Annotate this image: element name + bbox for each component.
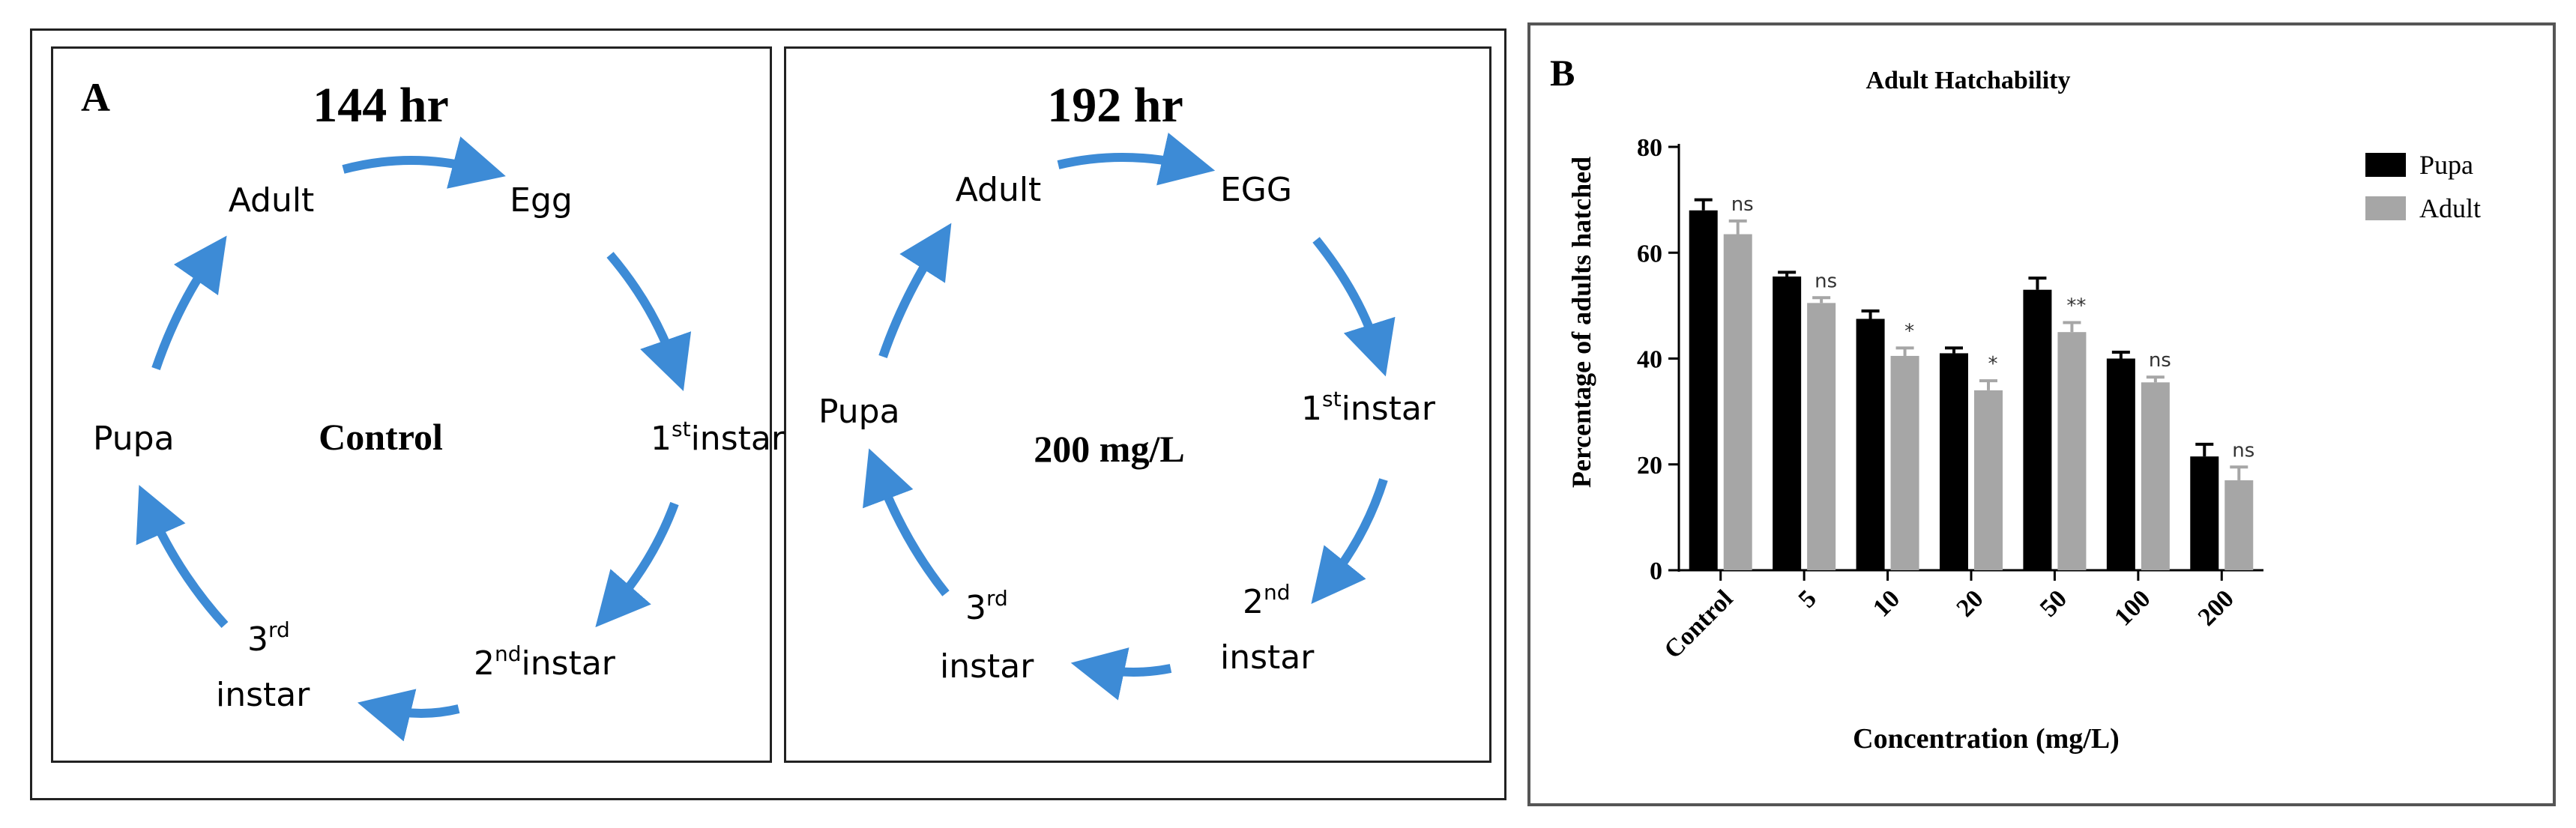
chart-bar <box>2023 289 2052 570</box>
chart-x-axis-label: Concentration (mg/L) <box>1853 723 2120 755</box>
arrow-icon <box>357 689 460 742</box>
treatment-stage-second-instar-word: instar <box>1220 638 1315 677</box>
arrow-icon <box>878 223 952 358</box>
control-duration: 144 hr <box>313 78 449 133</box>
chart-bar <box>1689 210 1718 570</box>
chart-significance-label: ns <box>2149 349 2171 372</box>
chart-category-label: 50 <box>2035 584 2072 622</box>
arrow-icon <box>342 136 506 189</box>
arrow-icon <box>1057 133 1216 186</box>
control-stage-third-instar-word: instar <box>216 676 310 714</box>
treatment-stage-adult: Adult <box>956 171 1042 209</box>
chart-significance-label: ns <box>1731 193 1754 216</box>
panel-b-label: B <box>1550 52 1575 94</box>
chart-category-label: 100 <box>2109 584 2156 631</box>
arrow-icon <box>606 252 692 391</box>
chart-bar <box>2057 332 2087 570</box>
treatment-stage-pupa: Pupa <box>818 393 900 431</box>
chart-bar <box>1807 303 1836 570</box>
arrow-icon <box>1070 647 1172 701</box>
control-stage-third-instar-number: 3rd <box>247 617 290 659</box>
treatment-stage-third-instar-number: 3rd <box>965 586 1008 627</box>
chart-bar <box>1974 390 2003 570</box>
figure-outer-frame <box>30 28 1506 800</box>
chart-legend: Pupa Adult <box>2365 150 2481 223</box>
chart-category-label: 200 <box>2193 584 2239 631</box>
chart-bar <box>1890 355 1919 570</box>
treatment-cycle-panel <box>784 46 1491 763</box>
arrow-icon <box>136 485 229 629</box>
chart-y-tick-label: 0 <box>1650 557 1662 585</box>
chart-category-label: Control <box>1659 584 1739 664</box>
treatment-stage-second-instar-number: 2nd <box>1243 580 1291 621</box>
chart-panel <box>1527 22 2556 806</box>
chart-significance-label: * <box>1988 353 1998 375</box>
chart-significance-label: ** <box>2066 294 2086 317</box>
chart-bar <box>1940 353 1968 570</box>
chart-bar <box>1856 318 1885 570</box>
chart-category-label: 10 <box>1868 584 1905 622</box>
treatment-stage-first-instar: 1stinstar <box>1301 387 1436 428</box>
arrow-icon <box>1311 478 1388 605</box>
chart-significance-label: * <box>1904 320 1914 342</box>
chart-bar <box>2141 382 2170 570</box>
chart-bar <box>2224 480 2254 570</box>
control-cycle-panel <box>51 46 772 763</box>
chart-bar <box>2190 456 2219 570</box>
chart-title: Adult Hatchability <box>1866 67 2071 94</box>
chart-category-label: 5 <box>1794 584 1822 613</box>
chart-legend-swatch <box>2365 196 2406 220</box>
chart-y-axis-label: Percentage of adults hatched <box>1566 157 1596 488</box>
chart-legend-label: Adult <box>2419 193 2481 223</box>
treatment-center-label: 200 mg/L <box>1034 428 1184 470</box>
arrow-icon <box>595 501 679 628</box>
control-stage-second-instar: 2ndinstar <box>474 641 616 683</box>
chart-category-label: 20 <box>1951 584 1988 622</box>
control-stage-pupa: Pupa <box>93 420 175 458</box>
treatment-stage-egg: EGG <box>1220 171 1292 209</box>
chart-legend-swatch <box>2365 153 2406 177</box>
chart-bar <box>1773 276 1802 570</box>
chart-significance-label: ns <box>2232 439 2254 462</box>
chart-y-tick-label: 80 <box>1637 134 1662 162</box>
chart-legend-label: Pupa <box>2419 150 2473 180</box>
chart-bar <box>1723 234 1752 570</box>
chart-y-tick-label: 20 <box>1637 452 1662 480</box>
control-stage-adult: Adult <box>229 181 315 220</box>
arrow-icon <box>1312 237 1396 377</box>
chart-y-tick-label: 60 <box>1637 240 1662 268</box>
chart-bar <box>2106 358 2135 570</box>
treatment-stage-third-instar-word: instar <box>940 647 1034 686</box>
control-center-label: Control <box>319 416 443 458</box>
chart-significance-label: ns <box>1815 270 1837 292</box>
panel-a-label: A <box>81 75 110 120</box>
treatment-duration: 192 hr <box>1047 78 1183 133</box>
arrow-icon <box>151 235 227 370</box>
control-stage-first-instar: 1stinstar <box>651 417 785 458</box>
control-stage-egg: Egg <box>510 181 573 220</box>
arrow-icon <box>863 448 950 596</box>
chart-y-tick-label: 40 <box>1637 346 1662 374</box>
chart-plot-area: 0 20 40 60 80 ns Control ns 5 * 10 * 20 ** 50 ns 100 ns 20… <box>1637 134 2263 664</box>
